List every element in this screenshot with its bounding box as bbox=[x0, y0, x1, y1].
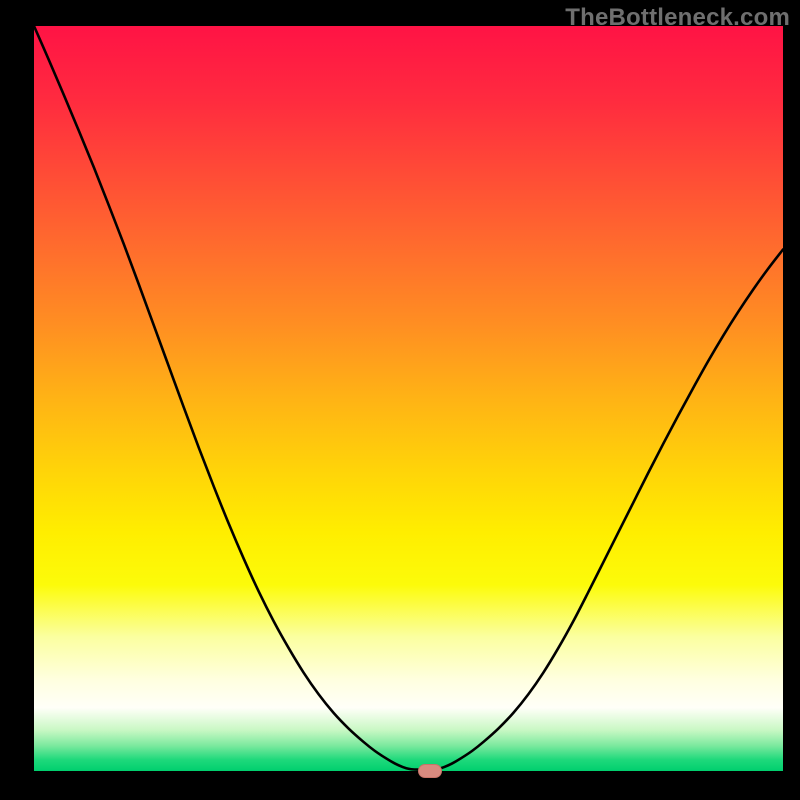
plot-gradient bbox=[34, 26, 783, 771]
bottleneck-marker bbox=[418, 764, 442, 778]
chart-container: TheBottleneck.com bbox=[0, 0, 800, 800]
bottleneck-chart bbox=[0, 0, 800, 800]
watermark-text: TheBottleneck.com bbox=[565, 4, 790, 32]
